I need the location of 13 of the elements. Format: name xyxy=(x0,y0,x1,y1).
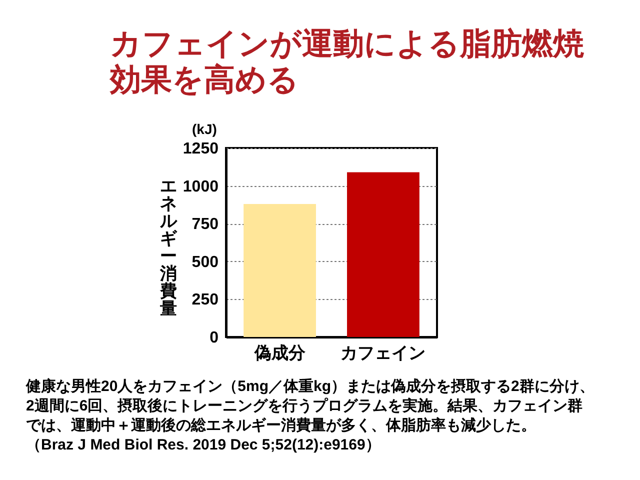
y-tick-label: 0 xyxy=(210,330,219,346)
x-tick-label: カフェイン xyxy=(340,344,426,362)
y-tick-label: 750 xyxy=(192,216,219,234)
text: (kJ) xyxy=(192,121,217,137)
x-tick-label: 偽成分 xyxy=(253,344,306,362)
y-tick-label: 500 xyxy=(192,254,219,271)
y-tick-label: 1250 xyxy=(182,140,219,158)
text: 健康な男性20人をカフェイン（5mg／体重kg）または偽成分を摂取する2群に分け、2週間に6回、摂取後にトレーニングを行うプログラムを実施。結果、カフェイン群では、運動中＋運動後の総エネルギー消費量が多く、体脂肪率も減少した。 xyxy=(25,377,594,434)
y-tick-label: 250 xyxy=(192,292,219,309)
text: （Braz J Med Biol Res. 2019 Dec 5;52(12):e9169） xyxy=(26,436,380,454)
chart-title: カフェインが運動による脂肪燃焼効果を高める xyxy=(109,26,585,97)
y-tick-label: 1000 xyxy=(182,178,219,196)
y-axis-title: エネルギー消費量 xyxy=(159,176,178,318)
